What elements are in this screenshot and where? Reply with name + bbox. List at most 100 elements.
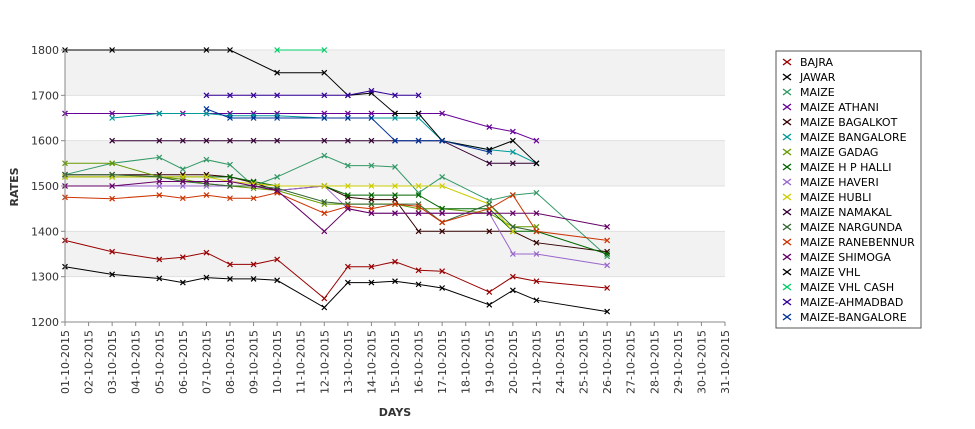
x-tick-label: 09-10-2015 — [248, 330, 261, 394]
data-point — [109, 47, 116, 53]
data-point — [486, 201, 493, 208]
data-point — [415, 183, 422, 189]
data-point — [250, 115, 257, 121]
x-tick-label: 21-10-2015 — [530, 330, 543, 394]
legend-marker — [782, 193, 792, 201]
data-point — [109, 248, 116, 255]
data-point — [604, 308, 611, 315]
x-tick-label: 31-10-2015 — [719, 330, 732, 394]
data-point — [179, 178, 186, 185]
x-tick-label: 27-10-2015 — [625, 330, 638, 394]
data-point — [509, 192, 516, 198]
data-point — [486, 228, 493, 235]
data-point — [156, 178, 163, 185]
series-maize-bangalore — [203, 106, 493, 155]
legend-item: MAIZE GADAG — [782, 146, 878, 159]
data-point — [486, 149, 493, 155]
data-point — [392, 92, 398, 99]
data-point — [156, 192, 163, 198]
data-point — [415, 267, 422, 274]
series-bajra — [62, 237, 611, 302]
data-point — [274, 115, 281, 121]
data-point — [344, 205, 351, 212]
x-tick-label: 04-10-2015 — [130, 330, 143, 394]
data-point — [439, 285, 446, 291]
data-point — [344, 194, 351, 201]
data-point — [203, 106, 210, 112]
data-point — [109, 110, 116, 117]
data-point — [604, 237, 611, 244]
data-point — [486, 160, 493, 167]
data-point — [179, 195, 186, 202]
data-point — [368, 210, 375, 217]
data-point — [179, 183, 186, 189]
y-tick-label: 1300 — [31, 271, 59, 284]
data-point — [486, 301, 493, 308]
data-point — [321, 110, 328, 117]
legend-label: JAWAR — [799, 71, 836, 84]
data-point — [321, 198, 328, 205]
data-point — [533, 210, 540, 217]
data-point — [604, 253, 611, 260]
legend-item: MAIZE BAGALKOT — [782, 116, 898, 129]
series-line — [64, 239, 608, 300]
data-point — [203, 174, 210, 180]
data-point — [274, 47, 281, 53]
data-point — [156, 154, 163, 161]
data-point — [392, 192, 398, 198]
data-point — [368, 196, 375, 203]
data-point — [203, 180, 210, 187]
x-tick-label: 10-10-2015 — [271, 330, 284, 394]
data-point — [109, 160, 116, 167]
data-point — [509, 160, 516, 167]
legend-item: MAIZE BANGALORE — [782, 131, 907, 144]
data-point — [321, 304, 328, 311]
data-point — [392, 137, 398, 144]
data-point — [109, 171, 116, 178]
data-point — [179, 254, 186, 261]
data-point — [203, 192, 210, 198]
data-point — [392, 183, 398, 189]
data-point — [392, 278, 398, 285]
data-point — [368, 205, 375, 212]
data-point — [604, 223, 611, 230]
legend-label: BAJRA — [800, 56, 834, 69]
data-point — [486, 124, 493, 130]
data-point — [203, 249, 210, 256]
series-line — [112, 140, 537, 164]
data-point — [203, 156, 210, 163]
data-point — [533, 189, 540, 196]
data-point — [533, 228, 540, 235]
data-point — [274, 112, 281, 119]
series-line — [65, 185, 608, 266]
series-maize-shimoga — [62, 178, 611, 235]
data-point — [392, 110, 398, 117]
data-point — [486, 210, 493, 217]
data-point — [250, 195, 257, 202]
legend-marker — [782, 163, 792, 171]
data-point — [509, 149, 516, 155]
data-point — [486, 289, 493, 296]
data-point — [250, 137, 257, 144]
data-point — [250, 92, 257, 99]
data-point — [274, 137, 281, 144]
legend-label: MAIZE H P HALLI — [800, 161, 891, 174]
series-line — [64, 192, 608, 241]
data-point — [156, 174, 163, 180]
series-line — [64, 266, 608, 313]
x-tick-label: 05-10-2015 — [153, 330, 166, 394]
x-tick-label: 02-10-2015 — [83, 330, 96, 394]
data-point — [509, 223, 516, 230]
legend-marker — [782, 313, 792, 321]
legend-marker — [782, 238, 792, 246]
legend-item: MAIZE NAMAKAL — [782, 206, 893, 219]
x-tick-label: 26-10-2015 — [601, 330, 614, 394]
data-point — [439, 268, 446, 275]
data-point — [368, 110, 375, 117]
data-point — [533, 160, 540, 167]
data-point — [344, 192, 351, 198]
grid-band — [65, 231, 725, 277]
data-point — [368, 263, 375, 270]
data-point — [227, 92, 233, 99]
